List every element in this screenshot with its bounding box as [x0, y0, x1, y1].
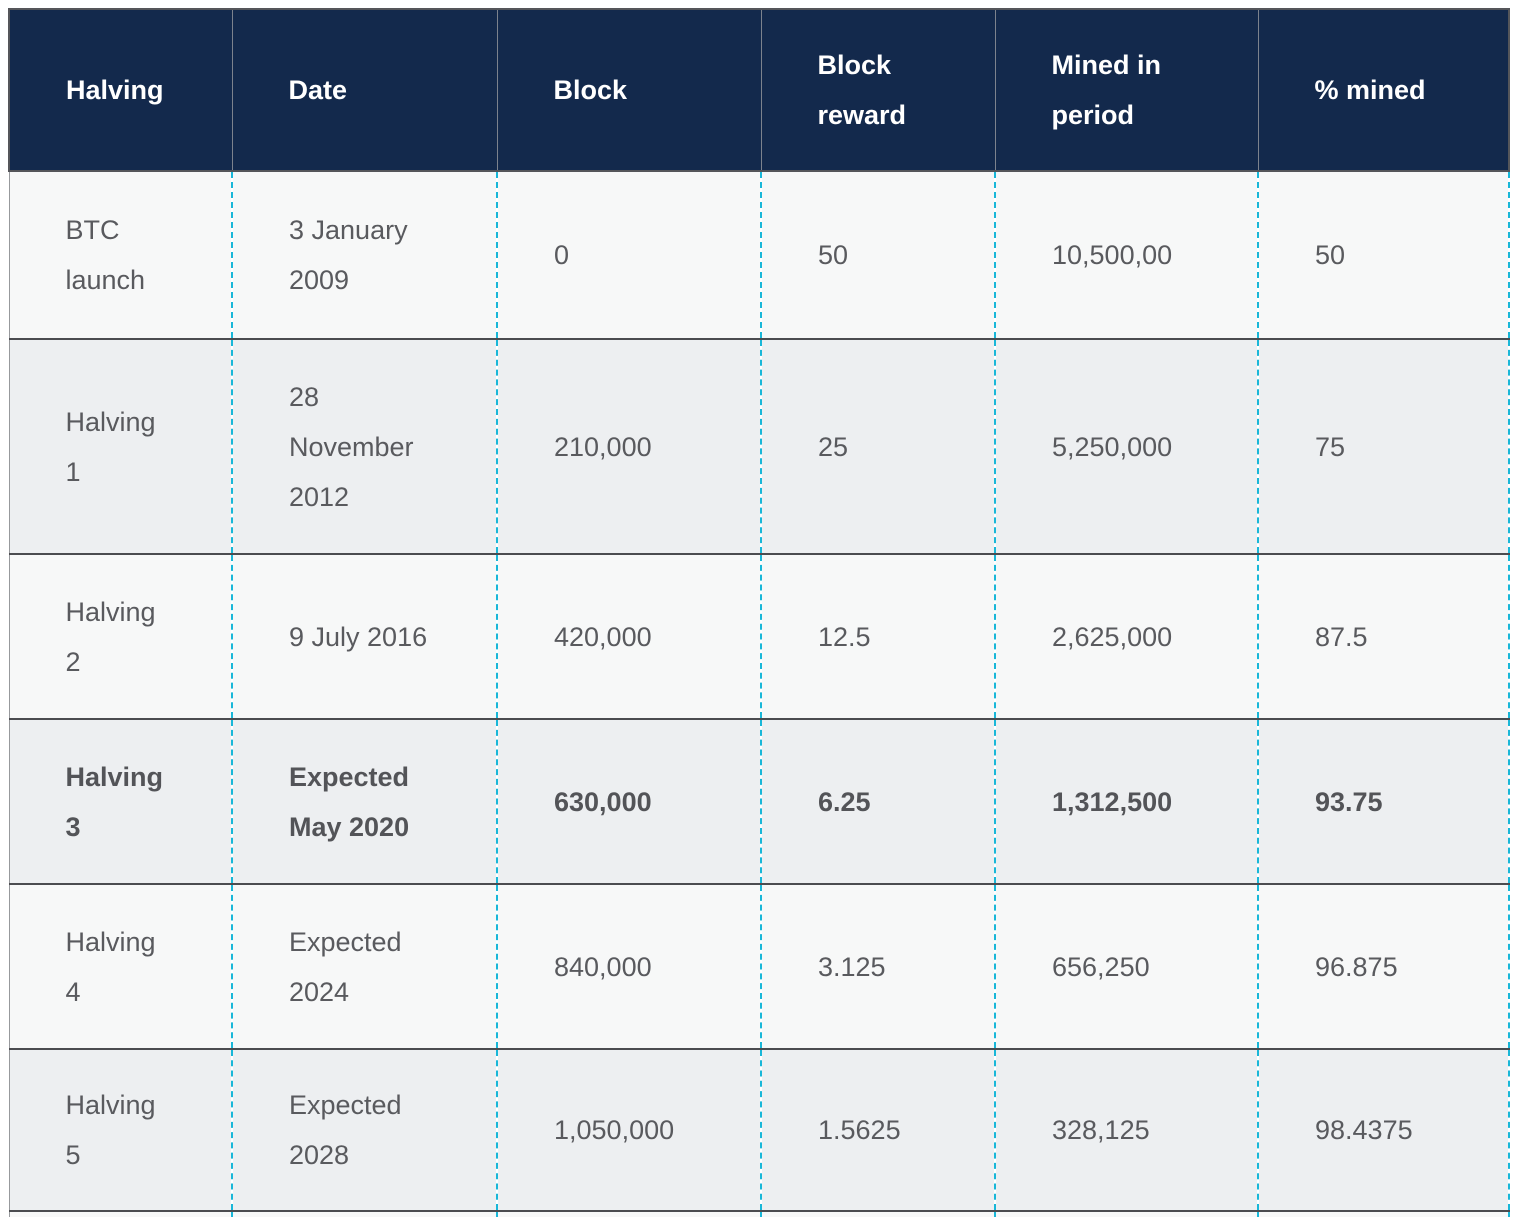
- table-cell: 2,625,000: [994, 554, 1258, 719]
- table-cell: [1257, 1211, 1510, 1217]
- table-cell: [8, 1211, 232, 1217]
- table-cell: 75: [1257, 339, 1510, 554]
- column-header-halving: Halving: [8, 8, 232, 172]
- table-row: Halving 4 Expected 2024 840,000 3.125 656,25…: [8, 884, 1510, 1049]
- column-header-percent-mined: % mined: [1257, 8, 1510, 172]
- table-cell: 5,250,000: [994, 339, 1258, 554]
- table-cell: [231, 1211, 497, 1217]
- table-cell: 50: [1257, 171, 1510, 339]
- table-cell: Expected May 2020: [231, 719, 497, 884]
- table-cell: 656,250: [994, 884, 1258, 1049]
- table-cell: 12.5: [760, 554, 995, 719]
- column-header-block-reward: Block reward: [760, 8, 995, 172]
- table-body: BTC launch 3 January 2009 0 50 10,500,00 50 Ha…: [8, 171, 1510, 1217]
- cutoff-row: [8, 1211, 1510, 1217]
- table-row: Halving 1 28 November 2012 210,000 25 5,250,…: [8, 339, 1510, 554]
- bitcoin-halving-table: Halving Date Block Block reward Mined in…: [8, 8, 1510, 1217]
- column-header-block: Block: [496, 8, 761, 172]
- table-cell: Halving 3: [8, 719, 232, 884]
- table-cell: Expected 2024: [231, 884, 497, 1049]
- table-cell: 9 July 2016: [231, 554, 497, 719]
- table-cell: 420,000: [496, 554, 761, 719]
- header-row: Halving Date Block Block reward Mined in…: [8, 8, 1510, 172]
- table-cell: 96.875: [1257, 884, 1510, 1049]
- table-header: Halving Date Block Block reward Mined in…: [8, 8, 1510, 172]
- table-cell: Halving 4: [8, 884, 232, 1049]
- table-row: Halving 5 Expected 2028 1,050,000 1.5625 328…: [8, 1049, 1510, 1211]
- table-cell: 0: [496, 171, 761, 339]
- table-cell: 6.25: [760, 719, 995, 884]
- table-cell: 1,050,000: [496, 1049, 761, 1211]
- table-cell: 328,125: [994, 1049, 1258, 1211]
- table-cell: 3.125: [760, 884, 995, 1049]
- table-cell: BTC launch: [8, 171, 232, 339]
- table-cell: 1,312,500: [994, 719, 1258, 884]
- table-cell: Halving 2: [8, 554, 232, 719]
- table-cell: 93.75: [1257, 719, 1510, 884]
- table-cell: 10,500,00: [994, 171, 1258, 339]
- table-cell: 1.5625: [760, 1049, 995, 1211]
- table-cell: Halving 1: [8, 339, 232, 554]
- table-row: Halving 3 Expected May 2020 630,000 6.25 1,3…: [8, 719, 1510, 884]
- table-cell: 28 November 2012: [231, 339, 497, 554]
- table-cell: 87.5: [1257, 554, 1510, 719]
- table-cell: 210,000: [496, 339, 761, 554]
- column-header-mined-in-period: Mined in period: [994, 8, 1258, 172]
- table-cell: 840,000: [496, 884, 761, 1049]
- table-cell: Halving 5: [8, 1049, 232, 1211]
- table-cell: [994, 1211, 1258, 1217]
- table-cell: [496, 1211, 761, 1217]
- table-cell: 98.4375: [1257, 1049, 1510, 1211]
- table-cell: 25: [760, 339, 995, 554]
- table-cell: Expected 2028: [231, 1049, 497, 1211]
- column-header-date: Date: [231, 8, 497, 172]
- table-cell: 50: [760, 171, 995, 339]
- table-cell: 3 January 2009: [231, 171, 497, 339]
- table-cell: 630,000: [496, 719, 761, 884]
- table-cell: [760, 1211, 995, 1217]
- table-row: BTC launch 3 January 2009 0 50 10,500,00 50: [8, 171, 1510, 339]
